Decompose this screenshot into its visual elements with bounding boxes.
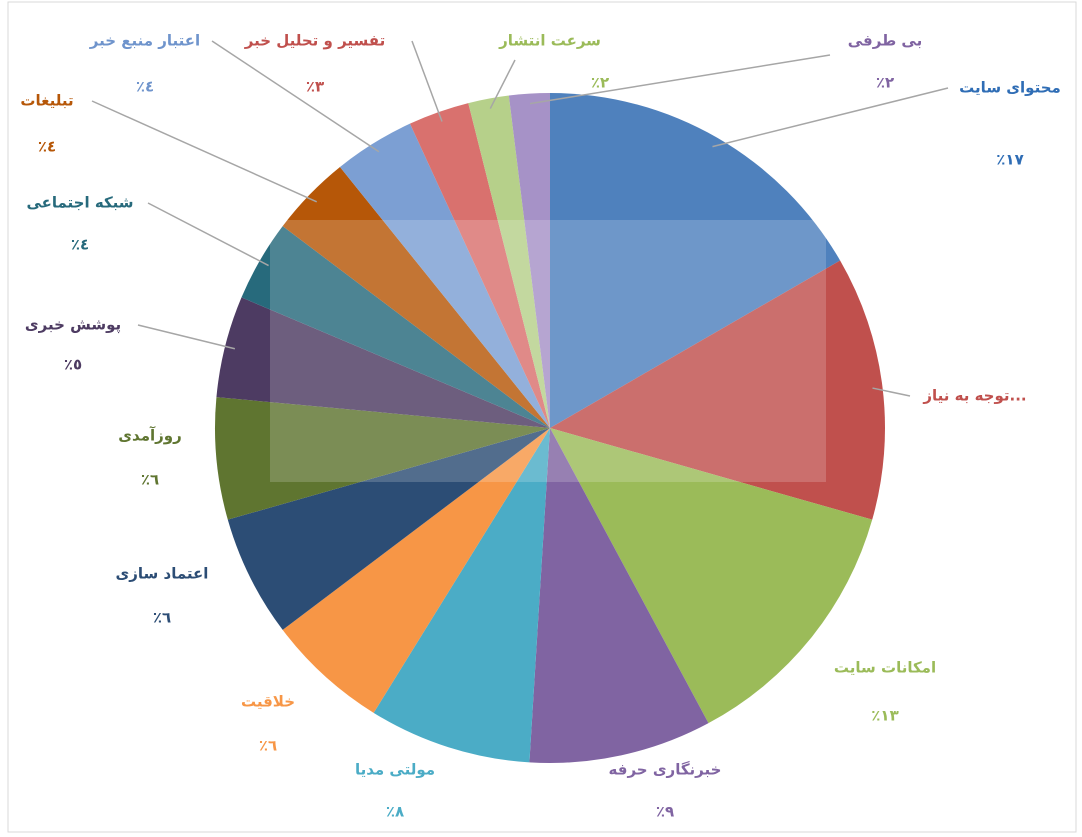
slice-label: توجه به نیاز... [922,387,1026,405]
value-label: ٪١٧ [996,151,1023,169]
slice-label: شبکه اجتماعی [26,194,133,212]
value-label: ٪٦ [153,609,171,627]
slice-label: خبرنگاری حرفه [609,761,722,779]
slice-label: محتوای سایت [959,79,1061,97]
value-label: ٪٦ [259,737,277,755]
slice-label: روزآمدی [118,427,181,445]
value-label: ٪٦ [141,471,159,489]
value-label: ٪٢ [591,74,609,92]
value-label: ٪٤ [38,138,56,156]
slice-label: اعتبار منبع خبر [89,32,200,50]
value-label: ٪٤ [136,78,154,96]
slice-label: پوشش خبری [25,316,121,335]
value-label: ٪٢ [876,74,894,92]
slice-label: امکانات سایت [834,659,936,677]
value-label: ٪٥ [64,356,82,374]
slice-label: سرعت انتشار [498,32,601,50]
slice-label: مولتی مدیا [355,761,435,779]
slice-label: بی طرفی [848,32,923,50]
slice-label: اعتماد سازی [116,565,209,583]
chart: محتوای سایت ٪١٧ توجه به نیاز... امکانات سای… [0,0,1082,837]
page: {"chart_data": {"type": "pie", "categori… [0,0,1082,837]
value-label: ٪٩ [656,803,674,821]
slice-label: تبلیغات [20,92,73,110]
slice-label: خلاقیت [241,693,295,711]
watermark-panel [270,220,826,482]
value-label: ٪٣ [306,78,324,96]
value-label: ٪٤ [71,236,89,254]
value-label: ٪١٣ [871,707,898,725]
value-label: ٪٨ [386,803,404,821]
slice-label: تفسیر و تحلیل خبر [244,32,385,50]
